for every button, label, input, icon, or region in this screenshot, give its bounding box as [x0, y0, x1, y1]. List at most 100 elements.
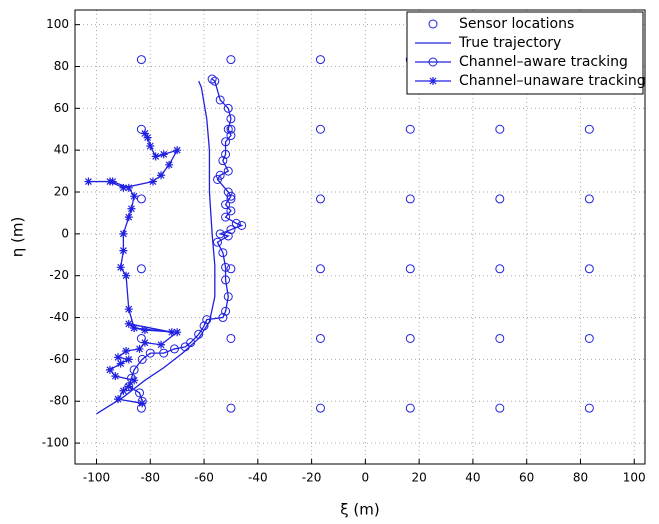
y-tick-label: 40 — [54, 143, 69, 157]
marker — [138, 399, 147, 408]
marker — [119, 386, 128, 395]
x-axis-label: ξ (m) — [340, 501, 379, 519]
marker — [169, 344, 179, 354]
y-tick-label: 20 — [54, 185, 69, 199]
marker — [215, 95, 225, 105]
marker — [428, 57, 438, 67]
marker — [130, 376, 139, 385]
marker — [218, 313, 228, 323]
marker — [140, 129, 149, 138]
marker — [135, 344, 144, 353]
x-tick-label: 60 — [519, 471, 534, 485]
marker — [315, 264, 325, 274]
marker — [405, 194, 415, 204]
marker — [202, 315, 212, 325]
marker — [119, 229, 128, 238]
x-tick-label: 100 — [623, 471, 646, 485]
y-tick-label: -40 — [49, 310, 69, 324]
marker — [226, 124, 236, 134]
marker — [495, 333, 505, 343]
marker — [127, 204, 136, 213]
y-tick-label: 60 — [54, 101, 69, 115]
marker — [315, 333, 325, 343]
legend-label: Sensor locations — [459, 16, 574, 32]
marker — [221, 149, 231, 159]
marker — [124, 213, 133, 222]
marker — [226, 131, 236, 141]
marker — [495, 403, 505, 413]
y-tick-label: 100 — [46, 17, 69, 31]
marker — [116, 263, 125, 272]
marker — [237, 220, 247, 230]
y-tick-label: -20 — [49, 268, 69, 282]
marker — [167, 328, 176, 337]
marker — [157, 340, 166, 349]
marker — [221, 262, 231, 272]
marker — [405, 124, 415, 134]
marker — [226, 225, 236, 235]
legend-label: True trajectory — [458, 35, 561, 51]
marker — [584, 403, 594, 413]
marker — [180, 342, 190, 352]
marker — [119, 246, 128, 255]
marker — [221, 306, 231, 316]
marker — [173, 328, 182, 337]
x-tick-label: -100 — [83, 471, 110, 485]
marker — [111, 372, 120, 381]
marker — [159, 150, 168, 159]
marker — [124, 183, 133, 192]
y-tick-label: -100 — [42, 436, 69, 450]
y-tick-label: -60 — [49, 352, 69, 366]
marker — [146, 141, 155, 150]
marker — [122, 347, 131, 356]
marker — [130, 324, 139, 333]
marker — [226, 191, 236, 201]
x-tick-label: -80 — [140, 471, 160, 485]
x-tick-label: 0 — [362, 471, 370, 485]
marker — [221, 137, 231, 147]
marker — [495, 124, 505, 134]
marker — [231, 218, 241, 228]
marker — [223, 124, 233, 134]
marker — [157, 171, 166, 180]
marker — [151, 152, 160, 161]
marker — [207, 74, 217, 84]
plot-frame — [74, 9, 646, 465]
y-tick-label: 80 — [54, 59, 69, 73]
marker — [221, 212, 231, 222]
x-tick-label: 20 — [412, 471, 427, 485]
marker — [129, 365, 139, 375]
marker — [223, 231, 233, 241]
marker — [124, 319, 133, 328]
marker — [148, 177, 157, 186]
marker — [140, 338, 149, 347]
marker — [226, 55, 236, 65]
marker — [119, 183, 128, 192]
marker — [223, 103, 233, 113]
series-line — [96, 80, 216, 415]
marker — [114, 395, 123, 404]
marker — [159, 348, 169, 358]
marker — [84, 177, 93, 186]
legend-label: Channel–unaware tracking — [459, 73, 646, 89]
marker — [215, 229, 225, 239]
marker — [210, 76, 220, 86]
marker — [173, 146, 182, 155]
x-tick-label: -60 — [194, 471, 214, 485]
marker — [218, 156, 228, 166]
marker — [105, 365, 114, 374]
marker — [584, 333, 594, 343]
y-axis-label: η (m) — [9, 217, 27, 258]
x-tick-label: 40 — [465, 471, 480, 485]
marker — [165, 160, 174, 169]
marker — [221, 275, 231, 285]
marker — [226, 206, 236, 216]
marker — [130, 192, 139, 201]
marker — [137, 354, 147, 364]
marker — [105, 177, 114, 186]
marker — [315, 124, 325, 134]
marker — [405, 264, 415, 274]
marker — [405, 403, 415, 413]
marker — [428, 19, 438, 29]
marker — [223, 166, 233, 176]
